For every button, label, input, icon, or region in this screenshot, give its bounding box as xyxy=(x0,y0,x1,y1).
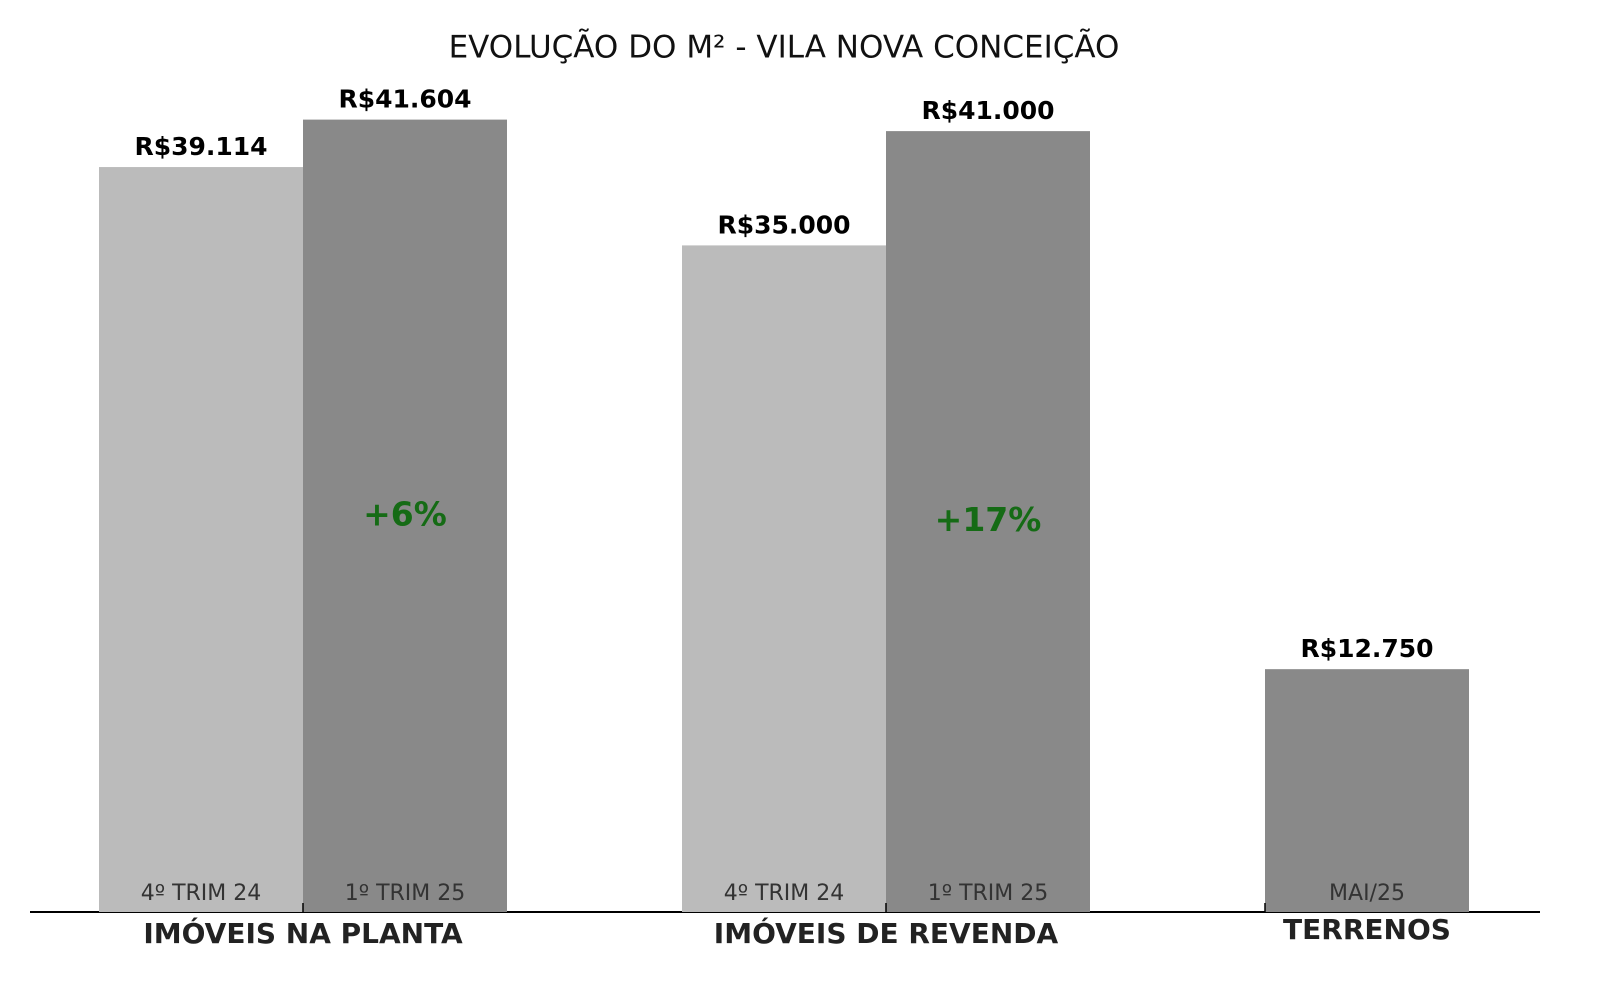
value-label: R$41.000 xyxy=(921,96,1054,125)
bar-label: 4º TRIM 24 xyxy=(141,881,262,906)
bar xyxy=(682,245,886,912)
group-label: TERRENOS xyxy=(1283,913,1451,946)
value-label: R$39.114 xyxy=(134,132,267,161)
change-annotation: +6% xyxy=(363,494,447,533)
bar-label: 1º TRIM 25 xyxy=(928,881,1049,906)
chart-title: EVOLUÇÃO DO M² - VILA NOVA CONCEIÇÃO xyxy=(449,30,1120,66)
chart: EVOLUÇÃO DO M² - VILA NOVA CONCEIÇÃO R$3… xyxy=(30,30,1540,950)
value-label: R$35.000 xyxy=(717,210,850,239)
group-label: IMÓVEIS DE REVENDA xyxy=(714,916,1059,950)
bar xyxy=(99,167,303,912)
page: EVOLUÇÃO DO M² - VILA NOVA CONCEIÇÃO R$3… xyxy=(30,29,1540,950)
value-label: R$41.604 xyxy=(338,85,471,114)
bar xyxy=(1265,669,1469,912)
value-label: R$12.750 xyxy=(1300,634,1433,663)
bar-label: 4º TRIM 24 xyxy=(724,881,845,906)
group-label: IMÓVEIS NA PLANTA xyxy=(143,916,463,950)
bar-label: MAI/25 xyxy=(1329,881,1405,906)
bar xyxy=(303,119,507,912)
bar xyxy=(886,131,1090,912)
change-annotation: +17% xyxy=(935,500,1042,539)
bar-label: 1º TRIM 25 xyxy=(345,881,466,906)
